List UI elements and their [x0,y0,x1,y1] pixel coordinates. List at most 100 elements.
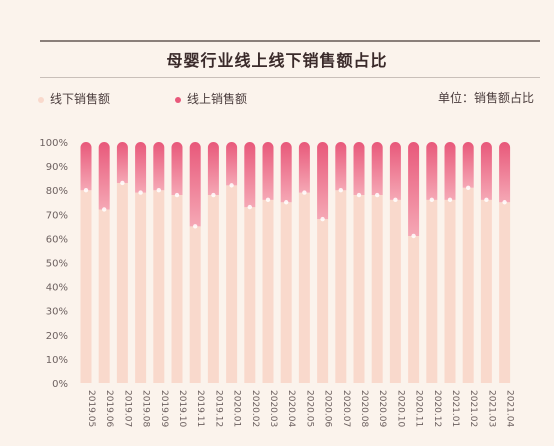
bar-junction-dot [211,192,216,198]
legend-item-online: 线上销售额 [175,90,247,107]
y-tick-label: 80% [46,186,68,197]
bar-junction-dot [375,192,380,198]
bar-offline [116,182,128,383]
bar-offline [353,195,365,383]
y-tick-label: 10% [46,355,68,366]
bar-offline [171,195,183,383]
bar-offline [408,235,420,383]
y-tick-label: 100% [39,138,68,149]
bar-offline [80,190,92,383]
x-tick-label: 2021.04 [505,390,515,427]
bar-offline [226,185,238,383]
y-tick-label: 50% [46,259,68,270]
bar-online [153,142,165,191]
x-tick-label: 2020.02 [250,390,260,427]
bar-offline [499,202,511,383]
bar-online [480,142,492,200]
x-tick-label: 2021.02 [468,390,478,427]
y-tick-label: 40% [46,283,68,294]
bar-junction-dot [284,200,289,205]
bar-online [499,142,511,203]
bar-offline [280,202,292,383]
x-tick-label: 2020.01 [232,390,242,427]
legend-swatch-offline [38,96,44,103]
bar-online [371,142,383,196]
y-tick-label: 60% [46,234,68,245]
y-tick-label: 0% [52,379,68,390]
bar-offline [244,207,256,383]
x-tick-label: 2020.09 [377,390,387,427]
bar-junction-dot [338,188,343,193]
bar-offline [153,190,165,383]
x-tick-label: 2020.12 [432,390,442,427]
bar-online [408,142,420,236]
bar-offline [462,187,474,383]
x-tick-label: 2020.04 [286,390,296,427]
legend-item-offline: 线下销售额 [38,90,110,107]
bar-offline [98,209,110,383]
x-tick-label: 2019.07 [122,390,132,427]
bar-online [171,142,183,196]
bar-online [444,142,456,200]
y-tick-label: 30% [46,307,68,318]
y-axis: 0% 10% 20% 30% 40% 50% 60% 70% 80% 90% 100% [39,138,68,390]
bar-junction-dot [193,224,198,229]
bar-online [298,142,310,193]
bar-online [189,142,201,227]
bar-online [135,142,147,193]
bar-junction-dot [265,197,271,203]
x-tick-label: 2021.03 [486,390,496,427]
bar-offline [444,199,456,383]
bar-junction-dot [356,192,362,198]
bar-online [280,142,292,203]
bar-junction-dot [229,183,234,188]
bar-online [317,142,329,220]
bar-offline [480,199,492,383]
bar-junction-dot [102,207,107,212]
y-tick-label: 20% [46,331,68,342]
x-tick-label: 2019.09 [159,390,169,427]
bar-junction-dot [247,204,252,210]
bar-offline [389,199,401,383]
x-tick-label: 2020.07 [341,390,351,427]
x-tick-label: 2020.03 [268,390,278,427]
x-tick-label: 2019.10 [177,390,187,427]
bar-offline [135,192,147,383]
legend-label-offline: 线下销售额 [50,92,111,106]
unit-label: 单位：销售额占比 [437,91,534,105]
bar-online [98,142,110,210]
bar-online [462,142,474,188]
bar-online [244,142,256,208]
bar-online [426,142,438,200]
bar-offline [371,195,383,383]
bar-offline [335,190,347,383]
bar-online [262,142,274,200]
bar-offline [262,199,274,383]
bar-junction-dot [83,188,89,193]
bar-junction-dot [302,190,307,195]
bar-junction-dot [156,188,161,193]
x-tick-label: 2019.06 [104,390,114,427]
bar-junction-dot [429,197,434,203]
y-tick-label: 70% [46,210,68,221]
x-tick-label: 2019.05 [86,390,96,427]
x-tick-label: 2020.06 [323,390,333,427]
bar-junction-dot [393,197,398,203]
x-tick-label: 2019.08 [141,390,151,427]
bar-junction-dot [447,197,453,203]
x-tick-label: 2021.01 [450,390,460,427]
title-rule-top [40,40,540,42]
bar-offline [317,219,329,383]
bar-online [207,142,219,196]
bar-online [353,142,365,196]
bar-online [389,142,401,200]
chart-title: 母婴行业线上线下销售额占比 [166,51,388,70]
bar-junction-dot [120,180,125,186]
x-tick-label: 2020.10 [395,390,405,427]
x-tick-label: 2019.11 [195,390,205,427]
bars [80,142,511,383]
bar-junction-dot [484,197,489,203]
bar-offline [189,226,201,383]
bar-junction-dot [466,185,471,190]
x-tick-label: 2020.11 [414,390,424,427]
